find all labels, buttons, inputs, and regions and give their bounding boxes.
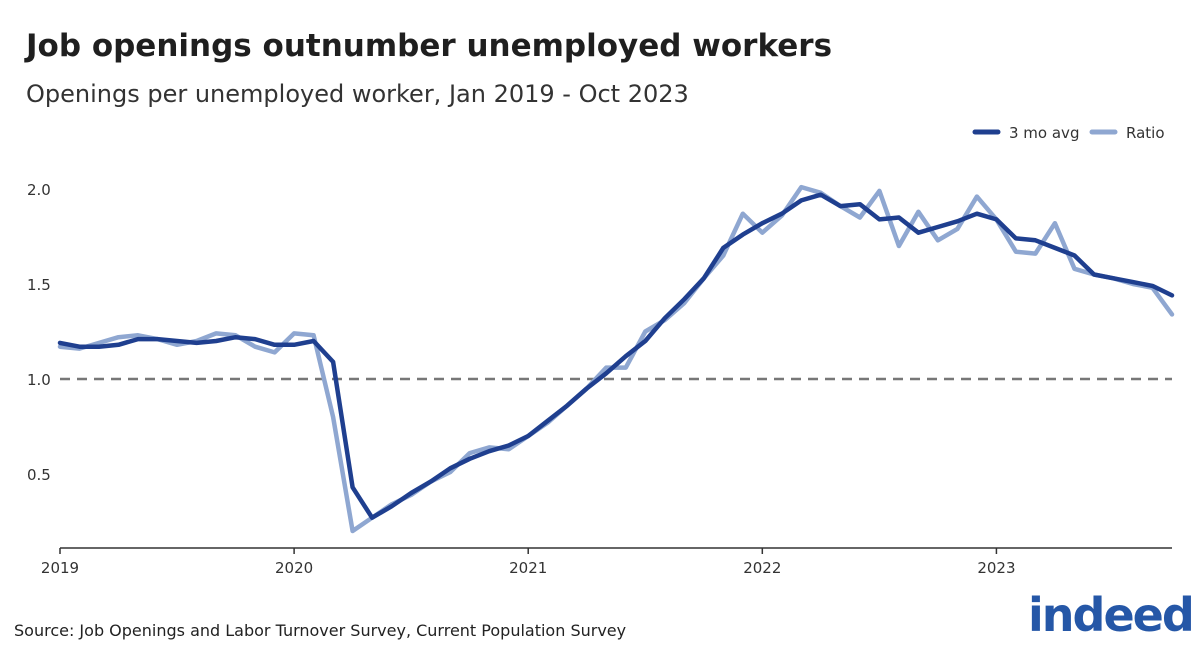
x-tick-label: 2021 (509, 559, 547, 577)
line-chart: 0.5 1.0 1.5 2.0 2019 2020 2021 2022 2023 3 mo avg… (27, 124, 1175, 577)
chart-subtitle: Openings per unemployed worker, Jan 2019… (26, 80, 689, 108)
indeed-logo: indeed (1028, 588, 1195, 642)
source-note: Source: Job Openings and Labor Turnover … (14, 621, 627, 640)
legend-label: Ratio (1126, 124, 1165, 142)
series-line-3-mo-avg (57, 192, 1175, 520)
y-tick-label: 1.5 (27, 276, 51, 294)
x-tick-label: 2019 (41, 559, 79, 577)
legend-label: 3 mo avg (1009, 124, 1079, 142)
x-tick-label: 2022 (743, 559, 781, 577)
x-tick-label: 2023 (977, 559, 1015, 577)
y-tick-label: 0.5 (27, 466, 51, 484)
y-tick-label: 2.0 (27, 181, 51, 199)
y-tick-label: 1.0 (27, 371, 51, 389)
series-line-ratio (57, 184, 1175, 534)
x-tick-label: 2020 (275, 559, 313, 577)
chart-title: Job openings outnumber unemployed worker… (26, 28, 833, 64)
